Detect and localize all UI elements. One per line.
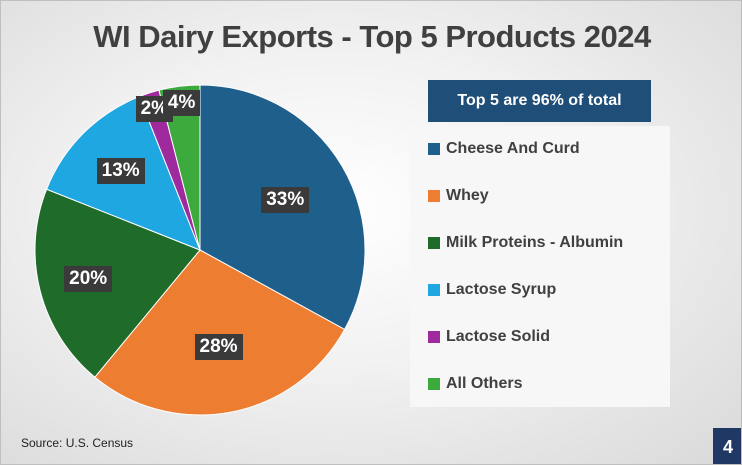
legend-item-milk-proteins-albumin: Milk Proteins - Albumin	[428, 234, 623, 252]
legend-swatch	[428, 190, 440, 202]
legend-label: Lactose Syrup	[446, 281, 557, 298]
pie-slice-milk-proteins-albumin	[34, 188, 201, 378]
legend-swatch	[428, 378, 440, 390]
legend-swatch	[428, 284, 440, 296]
legend-item-lactose-solid: Lactose Solid	[428, 328, 550, 346]
legend-swatch	[428, 237, 440, 249]
page-number: 4	[713, 428, 741, 464]
data-label-cheese-and-curd: 33%	[261, 186, 310, 213]
legend-swatch	[428, 143, 440, 155]
chart-title: WI Dairy Exports - Top 5 Products 2024	[93, 19, 651, 54]
legend-label: Whey	[446, 187, 489, 204]
data-label-lactose-syrup: 13%	[96, 157, 145, 184]
pie-slice-whey	[94, 249, 346, 416]
legend-panel	[410, 126, 670, 407]
legend-item-lactose-syrup: Lactose Syrup	[428, 281, 556, 299]
legend-item-whey: Whey	[428, 187, 489, 205]
legend-label: Milk Proteins - Albumin	[446, 234, 624, 251]
legend-label: Lactose Solid	[446, 328, 551, 345]
legend-label: All Others	[446, 375, 523, 392]
legend-item-all-others: All Others	[428, 375, 522, 393]
callout-box: Top 5 are 96% of total	[428, 80, 651, 122]
legend-item-cheese-and-curd: Cheese And Curd	[428, 140, 580, 158]
legend-label: Cheese And Curd	[446, 140, 580, 157]
data-label-whey: 28%	[194, 334, 243, 361]
data-label-all-others: 4%	[162, 89, 201, 116]
legend-swatch	[428, 331, 440, 343]
source-note: Source: U.S. Census	[21, 436, 134, 450]
pie-slice-all-others	[158, 84, 201, 251]
data-label-milk-proteins-albumin: 20%	[64, 265, 113, 292]
